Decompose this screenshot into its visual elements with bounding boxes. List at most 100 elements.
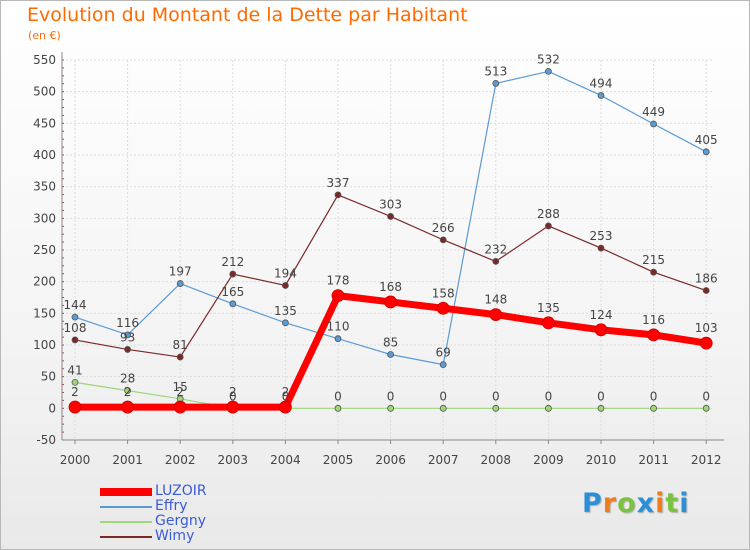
data-label-luzoir: 135	[537, 301, 560, 315]
series-lines	[68, 68, 713, 414]
data-label-luzoir: 148	[484, 293, 507, 307]
data-label-effry: 513	[484, 64, 507, 78]
y-tick-label: 150	[33, 306, 56, 320]
point-effry	[71, 313, 79, 321]
point-luzoir	[173, 400, 187, 414]
data-label-luzoir: 168	[379, 280, 402, 294]
legend-swatch	[100, 521, 152, 523]
point-effry	[229, 300, 237, 308]
point-effry	[492, 80, 500, 87]
point-gergny	[334, 404, 342, 412]
legend-label: Gergny	[155, 513, 207, 529]
data-label-luzoir: 2	[282, 385, 290, 399]
data-label-wimy: 288	[537, 207, 560, 221]
point-wimy	[439, 236, 447, 244]
chart-unit: (en €)	[28, 29, 61, 42]
x-tick-label: 2003	[218, 453, 249, 467]
legend-swatch	[100, 536, 152, 538]
point-gergny	[545, 404, 552, 412]
point-wimy	[229, 270, 237, 278]
data-label-gergny: 0	[282, 389, 290, 403]
point-wimy	[387, 213, 395, 220]
data-label-gergny: 15	[173, 380, 188, 394]
point-gergny	[650, 404, 657, 412]
x-tick-label: 2007	[428, 453, 459, 467]
point-luzoir	[647, 328, 660, 342]
data-label-luzoir: 116	[642, 313, 665, 327]
point-wimy	[650, 268, 657, 276]
point-gergny	[439, 404, 447, 412]
data-label-luzoir: 124	[590, 308, 613, 322]
data-label-effry: 449	[642, 105, 665, 119]
data-label-wimy: 215	[642, 253, 665, 267]
data-label-effry: 197	[169, 265, 192, 279]
data-label-wimy: 186	[695, 272, 718, 286]
point-effry	[334, 335, 342, 343]
point-wimy	[702, 287, 710, 294]
x-tick-label: 2004	[270, 453, 301, 467]
point-wimy	[176, 353, 184, 361]
data-label-wimy: 303	[379, 197, 402, 211]
y-tick-label: -50	[36, 433, 56, 447]
point-luzoir	[121, 400, 134, 414]
data-label-wimy: 266	[432, 221, 455, 235]
y-tick-label: 500	[33, 85, 56, 99]
point-effry	[650, 120, 657, 128]
data-label-wimy: 81	[173, 338, 188, 352]
point-effry	[124, 331, 131, 339]
data-label-wimy: 93	[120, 330, 135, 344]
data-label-luzoir: 103	[695, 321, 718, 335]
point-luzoir	[436, 301, 450, 315]
point-effry	[597, 92, 605, 99]
data-label-gergny: 0	[229, 389, 237, 403]
point-luzoir	[68, 400, 82, 414]
data-label-wimy: 232	[484, 242, 507, 256]
legend-swatch	[100, 488, 152, 496]
point-wimy	[281, 282, 289, 289]
x-tick-label: 2009	[533, 453, 564, 467]
point-luzoir	[278, 400, 292, 414]
x-tick-label: 2001	[112, 453, 143, 467]
point-wimy	[124, 346, 131, 353]
x-tick-label: 2008	[481, 453, 512, 467]
data-label-luzoir: 178	[327, 274, 350, 288]
data-label-effry: 165	[221, 285, 244, 299]
x-tick-label: 2005	[323, 453, 354, 467]
point-gergny	[387, 404, 395, 412]
point-gergny	[702, 404, 710, 412]
point-luzoir	[699, 336, 713, 350]
y-tick-label: 250	[33, 243, 56, 257]
proxiti-logo: Proxiti	[582, 488, 690, 519]
point-wimy	[597, 244, 605, 252]
data-label-gergny: 28	[120, 372, 135, 386]
y-tick-label: 400	[33, 148, 56, 162]
data-label-effry: 116	[116, 316, 139, 330]
point-luzoir	[594, 323, 608, 337]
point-luzoir	[384, 295, 398, 309]
point-effry	[281, 319, 289, 327]
data-label-luzoir: 2	[229, 385, 237, 399]
point-luzoir	[542, 316, 555, 330]
data-label-wimy: 108	[64, 321, 87, 335]
data-label-wimy: 194	[274, 266, 297, 280]
logo-letter: P	[582, 488, 603, 519]
logo-letter: i	[655, 488, 666, 519]
data-label-effry: 144	[64, 298, 87, 312]
y-tick-label: 0	[48, 401, 56, 415]
point-effry	[439, 361, 447, 369]
logo-letter: t	[665, 488, 680, 519]
x-tick-label: 2000	[60, 453, 91, 467]
y-tick-label: 200	[33, 275, 56, 289]
data-label-effry: 69	[436, 346, 451, 360]
point-luzoir	[331, 289, 345, 303]
y-tick-label: 450	[33, 116, 56, 130]
point-effry	[545, 68, 552, 75]
point-effry	[387, 351, 395, 358]
data-label-luzoir: 2	[124, 385, 132, 399]
logo-letter: r	[602, 488, 618, 519]
point-gergny	[597, 404, 605, 412]
point-wimy	[71, 336, 79, 344]
x-tick-label: 2002	[165, 453, 196, 467]
data-label-effry: 85	[383, 336, 398, 350]
